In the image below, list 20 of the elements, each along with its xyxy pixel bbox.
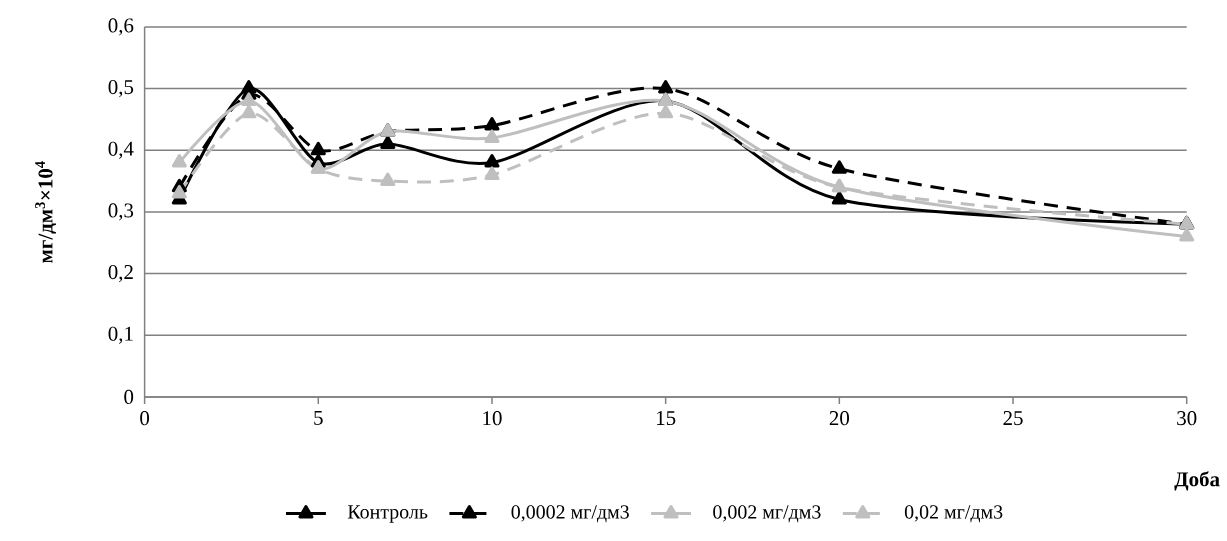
x-tick-label: 20 — [829, 411, 850, 426]
y-tick-label: 0,4 — [108, 141, 134, 160]
y-tick-label: 0,3 — [108, 203, 134, 221]
x-tick-label: 0 — [140, 411, 150, 426]
x-tick-label: 30 — [1177, 411, 1197, 426]
y-axis-title: мг/дм$^{3}$×10$^{4}$ — [35, 161, 57, 264]
legend-label: 0,02 мг/дм3 — [904, 505, 1003, 523]
y-tick-label: 0,2 — [108, 265, 133, 283]
legend-label: 0,0002 мг/дм3 — [511, 505, 629, 523]
x-tick-label: 10 — [483, 411, 502, 426]
x-tick-label: 25 — [1003, 411, 1023, 426]
x-tick-label: 5 — [314, 411, 323, 426]
y-tick-label: 0 — [124, 390, 134, 405]
x-axis-title: Доба — [1174, 471, 1220, 491]
x-tick-label: 15 — [657, 411, 676, 426]
y-tick-label: 0,5 — [108, 80, 134, 98]
legend-label: Контроль — [347, 505, 428, 523]
legend-label: 0,002 мг/дм3 — [713, 505, 821, 523]
y-tick-label: 0,1 — [108, 326, 133, 345]
y-tick-label: 0,6 — [108, 18, 134, 36]
